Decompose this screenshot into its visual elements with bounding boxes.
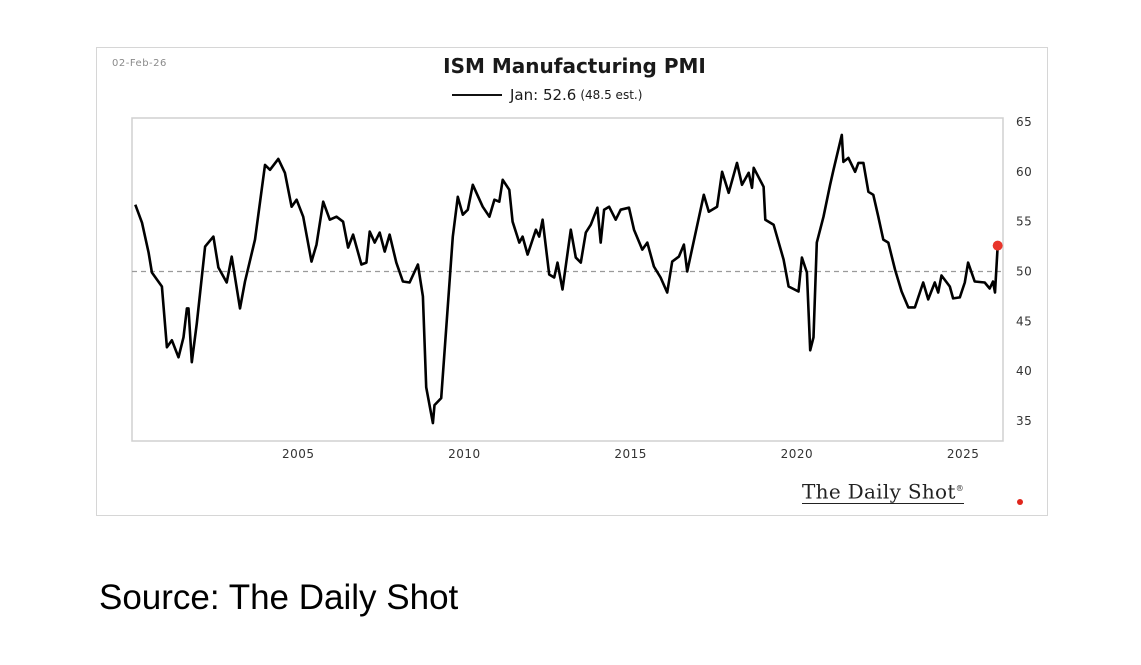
logo-red-dot [1017, 499, 1023, 505]
date-stamp: 02-Feb-26 [112, 58, 167, 69]
x-tick-label: 2010 [448, 447, 481, 461]
y-tick-label: 65 [1016, 115, 1032, 129]
legend-line-swatch [452, 94, 502, 96]
latest-value-marker [992, 240, 1003, 251]
x-tick-label: 2025 [947, 447, 980, 461]
y-tick-label: 40 [1016, 364, 1032, 378]
y-tick-label: 55 [1016, 215, 1032, 229]
logo-text: The Daily Shot [802, 479, 956, 504]
legend: Jan: 52.6 (48.5 est.) [452, 86, 642, 104]
x-tick-label: 2020 [781, 447, 814, 461]
registered-mark: ® [955, 484, 964, 493]
chart-card [96, 47, 1048, 516]
chart-title: ISM Manufacturing PMI [443, 54, 706, 78]
daily-shot-logo: The Daily Shot® [802, 478, 964, 504]
pmi-series-line [134, 133, 999, 425]
legend-label: Jan: 52.6 [510, 86, 577, 104]
source-caption: Source: The Daily Shot [99, 578, 459, 617]
plot-frame [131, 117, 1004, 442]
legend-estimate: (48.5 est.) [580, 88, 643, 102]
y-tick-label: 50 [1016, 265, 1032, 279]
x-tick-label: 2015 [614, 447, 647, 461]
x-tick-label: 2005 [282, 447, 315, 461]
y-tick-label: 45 [1016, 314, 1032, 328]
y-tick-label: 35 [1016, 414, 1032, 428]
y-tick-label: 60 [1016, 165, 1032, 179]
